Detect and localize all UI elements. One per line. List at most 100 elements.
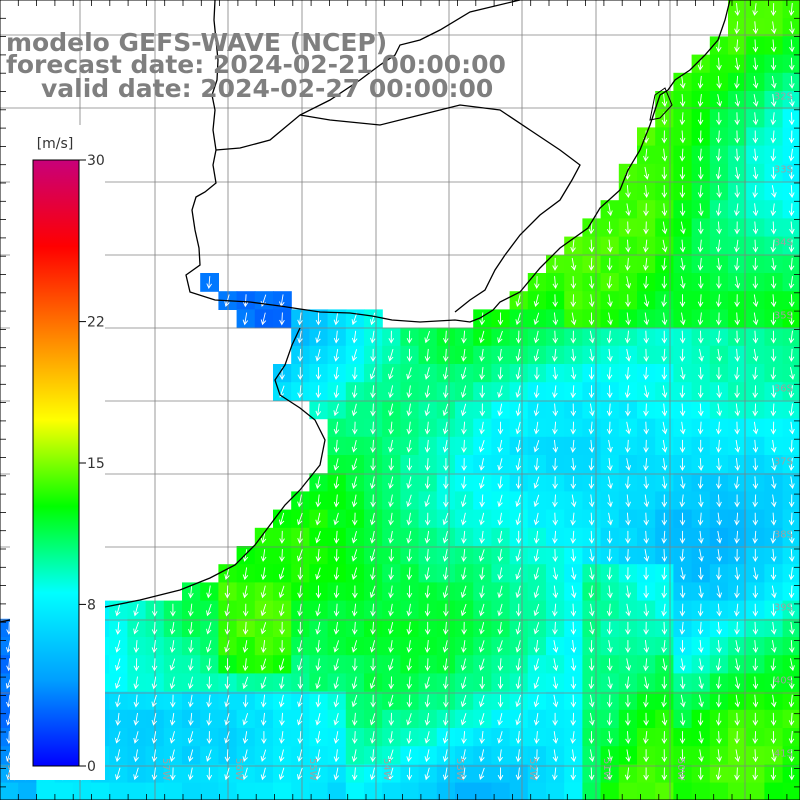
wind-arrow <box>315 621 321 635</box>
wind-arrow <box>169 694 176 708</box>
wind-arrow <box>279 676 285 690</box>
wind-arrow <box>716 494 722 508</box>
wind-arrow <box>388 330 395 344</box>
wind-arrow <box>625 621 631 635</box>
wind-arrow <box>352 421 358 435</box>
wind-arrow <box>789 603 795 617</box>
wind-arrow <box>570 676 577 690</box>
wind-arrow <box>169 731 176 744</box>
wind-arrow <box>752 21 759 35</box>
wind-arrow <box>424 712 431 726</box>
wind-arrow <box>406 767 413 781</box>
wind-arrow <box>406 621 413 635</box>
wind-arrow <box>297 348 303 362</box>
wind-arrow <box>697 75 704 89</box>
wind-arrow <box>297 603 303 617</box>
wind-arrow <box>533 731 540 745</box>
wind-arrow <box>679 767 686 781</box>
wind-arrow <box>224 731 230 744</box>
wind-speed-cell <box>364 782 383 800</box>
wind-arrow <box>479 476 485 490</box>
wind-arrow <box>752 130 759 144</box>
wind-arrow <box>589 403 595 417</box>
wind-arrow <box>679 621 686 635</box>
wind-arrow <box>606 621 613 635</box>
wind-arrow <box>643 185 650 199</box>
wind-arrow <box>570 276 577 290</box>
wind-arrow <box>588 294 595 308</box>
wind-arrow <box>734 439 741 453</box>
wind-arrow <box>406 348 413 362</box>
wind-arrow <box>315 367 322 381</box>
wind-arrow <box>442 403 449 417</box>
wind-arrow <box>442 658 449 672</box>
wind-arrow <box>442 549 449 562</box>
wind-arrow <box>770 676 777 690</box>
wind-arrow <box>406 367 412 380</box>
latitude-label: 38S <box>774 529 793 540</box>
wind-arrow <box>515 567 522 580</box>
wind-arrow <box>169 658 176 671</box>
wind-speed-cell <box>455 782 474 800</box>
wind-arrow <box>424 458 431 472</box>
wind-arrow <box>570 731 576 744</box>
wind-arrow <box>570 658 577 672</box>
wind-arrow <box>479 549 485 562</box>
wind-arrow <box>406 476 412 490</box>
wind-arrow <box>515 585 521 599</box>
wind-arrow <box>515 294 522 308</box>
wind-arrow <box>752 312 759 326</box>
wind-arrow <box>625 421 632 435</box>
wind-arrow <box>752 257 758 271</box>
wind-arrow <box>479 494 485 508</box>
wind-arrow <box>533 712 540 726</box>
wind-arrow <box>188 621 194 635</box>
wind-arrow <box>589 567 595 581</box>
wind-arrow <box>680 694 686 708</box>
wind-arrow <box>661 385 668 399</box>
wind-arrow <box>734 57 741 71</box>
wind-arrow <box>607 731 613 745</box>
wind-arrow <box>388 512 394 526</box>
wind-speed-cell <box>746 782 765 800</box>
wind-arrow <box>697 712 704 726</box>
wind-arrow <box>607 494 613 508</box>
wind-speed-cell <box>782 655 800 674</box>
wind-arrow <box>351 403 358 417</box>
wind-arrow <box>297 549 303 562</box>
wind-arrow <box>698 458 704 472</box>
wind-arrow <box>333 421 340 435</box>
wind-arrow <box>752 567 759 581</box>
wind-arrow <box>697 767 704 781</box>
wind-arrow <box>115 694 121 708</box>
wind-arrow <box>333 348 340 362</box>
wind-arrow <box>187 676 194 690</box>
wind-arrow <box>515 640 521 653</box>
wind-arrow <box>606 603 613 617</box>
wind-arrow <box>442 367 449 380</box>
wind-arrow <box>716 94 723 107</box>
wind-arrow <box>698 330 704 344</box>
wind-arrow <box>679 385 686 399</box>
wind-arrow <box>315 531 321 544</box>
wind-arrow <box>315 567 321 580</box>
wind-speed-cell <box>491 782 511 800</box>
wind-arrow <box>734 148 741 162</box>
wind-arrow <box>406 694 413 708</box>
wind-arrow <box>661 567 667 581</box>
wind-arrow <box>370 421 376 435</box>
wind-speed-cell <box>728 782 747 800</box>
wind-arrow <box>697 603 704 617</box>
wind-arrow <box>297 731 303 745</box>
wind-arrow <box>588 767 595 781</box>
wind-arrow <box>515 458 522 471</box>
wind-arrow <box>661 257 667 271</box>
wind-arrow <box>570 749 577 763</box>
wind-arrow <box>552 621 558 635</box>
wind-arrow <box>297 385 303 399</box>
wind-arrow <box>552 603 558 617</box>
wind-arrow <box>534 367 540 381</box>
wind-arrow <box>606 421 613 435</box>
wind-arrow <box>133 658 140 672</box>
wind-arrow <box>716 621 722 635</box>
